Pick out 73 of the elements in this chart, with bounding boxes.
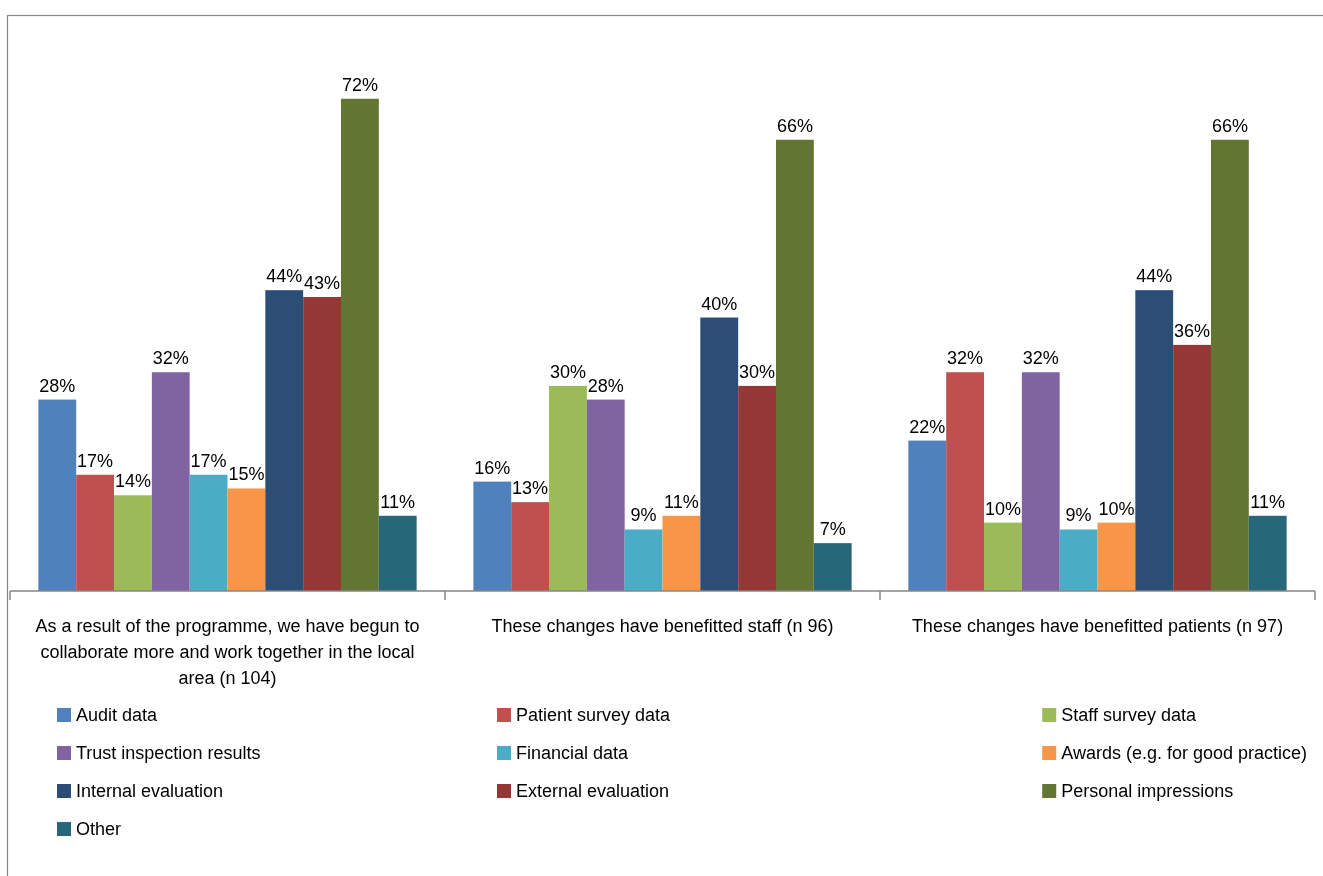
bar [738, 385, 776, 591]
data-label: 22% [909, 416, 946, 437]
bar [1173, 344, 1211, 591]
bar [38, 399, 77, 591]
data-label: 11% [664, 491, 699, 512]
data-label: 66% [776, 115, 813, 136]
bar [586, 399, 625, 591]
data-label: 10% [984, 498, 1021, 519]
data-label: 9% [630, 505, 657, 526]
bar [1097, 522, 1136, 591]
legend-label: Personal impressions [1061, 781, 1234, 802]
data-label: 15% [228, 464, 265, 485]
legend-label: External evaluation [516, 781, 670, 802]
data-label: 10% [1098, 498, 1135, 519]
bar [114, 495, 152, 591]
bar [227, 488, 266, 591]
bar [984, 522, 1022, 591]
data-label: 40% [701, 293, 738, 314]
bar [76, 474, 115, 591]
x-tick-label: As a result of the programme, we have begun to collaborate more and work together in the local area (n 104) [35, 616, 420, 688]
bar [662, 515, 701, 591]
data-label: 17% [77, 450, 114, 471]
legend-label: Internal evaluation [76, 781, 224, 802]
data-label: 44% [266, 266, 303, 287]
bar [151, 372, 190, 591]
bar [265, 290, 304, 591]
data-label: 30% [739, 361, 776, 382]
bar [700, 317, 739, 591]
data-label: 28% [39, 375, 76, 396]
bar [189, 474, 228, 591]
data-label: 13% [512, 478, 549, 499]
data-label: 28% [587, 375, 624, 396]
data-label: 11% [380, 491, 416, 512]
bar [946, 372, 985, 591]
legend-label: Financial data [516, 743, 630, 764]
legend-label: Trust inspection results [76, 743, 261, 764]
data-label: 43% [304, 273, 341, 294]
bar [1210, 139, 1249, 591]
bar [624, 529, 663, 591]
data-label: 66% [1211, 115, 1248, 136]
data-label: 32% [947, 348, 984, 369]
bar [340, 98, 379, 591]
bar [1135, 290, 1174, 591]
legend-label: Other [76, 819, 122, 840]
data-label: 30% [549, 361, 586, 382]
data-label: 11% [1250, 491, 1286, 512]
data-label: 72% [341, 74, 378, 95]
bar [511, 502, 550, 591]
bar [1059, 529, 1098, 591]
bar [1021, 372, 1060, 591]
data-label: 9% [1065, 505, 1092, 526]
x-tick-label: These changes have benefitted patients (n 97) [911, 616, 1284, 636]
data-label: 17% [190, 450, 227, 471]
legend-label: Awards (e.g. for good practice) [1061, 743, 1308, 764]
bar [775, 139, 814, 591]
bar [303, 297, 341, 591]
legend-label: Patient survey data [516, 705, 672, 726]
legend-label: Audit data [76, 705, 159, 726]
bar [549, 385, 587, 591]
data-label: 14% [114, 471, 151, 492]
data-label: 32% [1022, 348, 1059, 369]
bar [813, 543, 852, 591]
bar [378, 515, 417, 591]
legend-label: Staff survey data [1061, 705, 1197, 726]
data-label: 16% [474, 457, 511, 478]
data-label: 7% [819, 519, 846, 540]
data-label: 32% [152, 348, 189, 369]
data-label: 44% [1136, 266, 1173, 287]
bar [473, 481, 512, 591]
bar [908, 440, 947, 591]
x-tick-label: These changes have benefitted staff (n 96) [491, 616, 834, 636]
data-label: 36% [1174, 320, 1211, 341]
bar [1248, 515, 1287, 591]
